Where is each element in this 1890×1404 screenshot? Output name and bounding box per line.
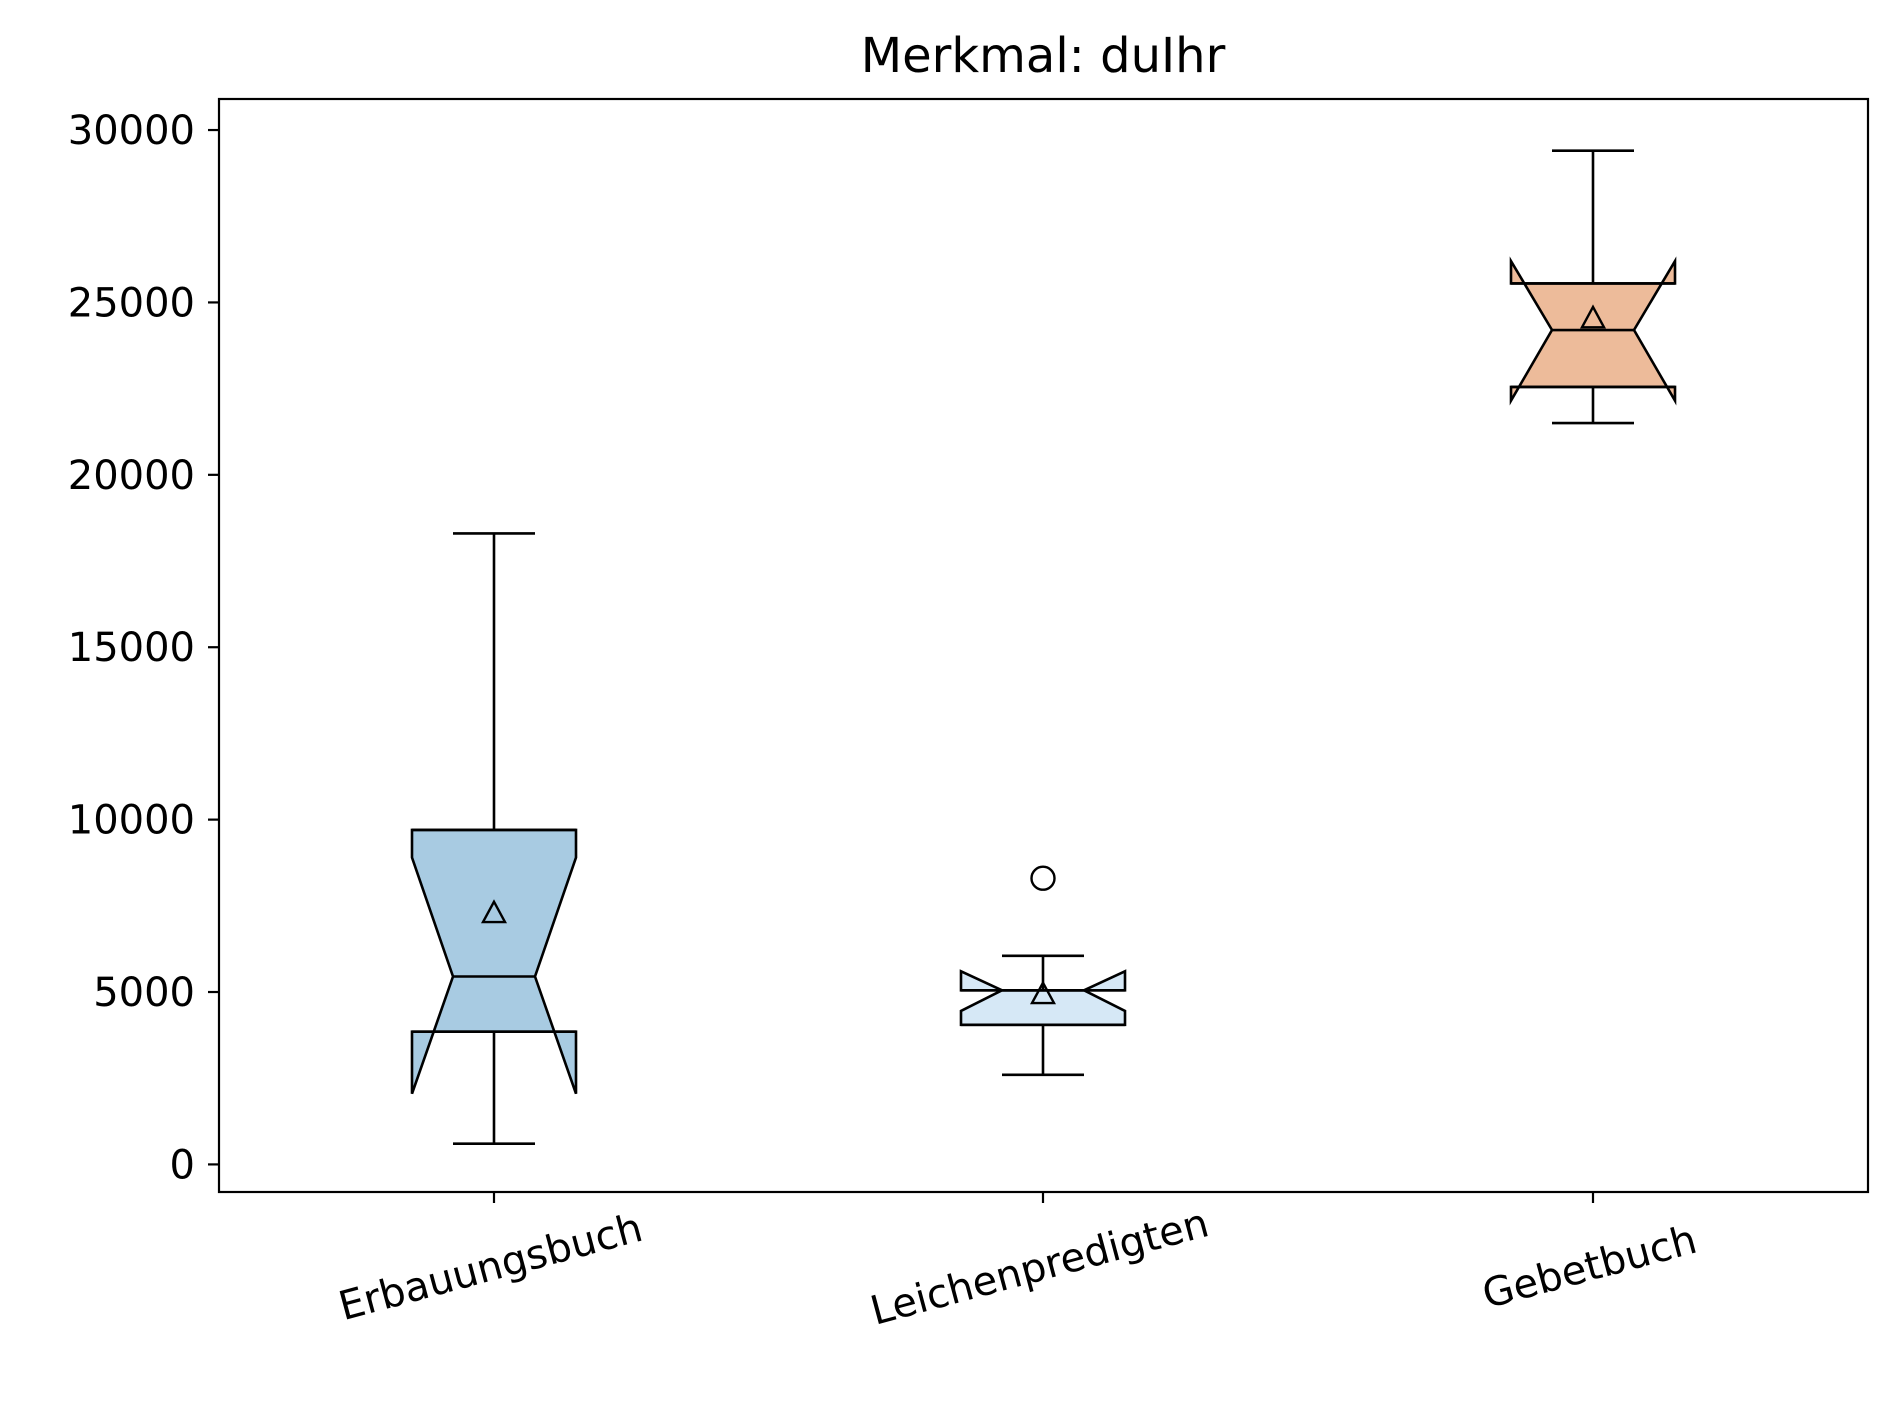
plot-frame (217, 97, 1870, 1194)
mean-marker (1579, 304, 1607, 329)
box-gebetbuch (1509, 149, 1677, 425)
y-tick-label: 5000 (93, 970, 195, 1016)
outlier-point (1030, 865, 1056, 891)
box-leichenpredigten (959, 865, 1127, 1077)
x-tick-label: Gebetbuch (1478, 1217, 1702, 1318)
y-tick-label: 15000 (68, 625, 195, 671)
y-tick-label: 10000 (68, 798, 195, 844)
chart-title: Merkmal: duIhr (861, 28, 1226, 84)
y-tick-label: 0 (170, 1142, 195, 1188)
x-tick-label: Leichenpredigten (866, 1200, 1214, 1334)
x-tick-label: Erbauungsbuch (334, 1205, 647, 1330)
y-tick-label: 25000 (68, 280, 195, 326)
y-tick-label: 20000 (68, 453, 195, 499)
y-tick-label: 30000 (68, 108, 195, 154)
box-erbauungsbuch (410, 532, 578, 1146)
mean-marker (480, 899, 508, 924)
mean-marker (1029, 980, 1057, 1005)
